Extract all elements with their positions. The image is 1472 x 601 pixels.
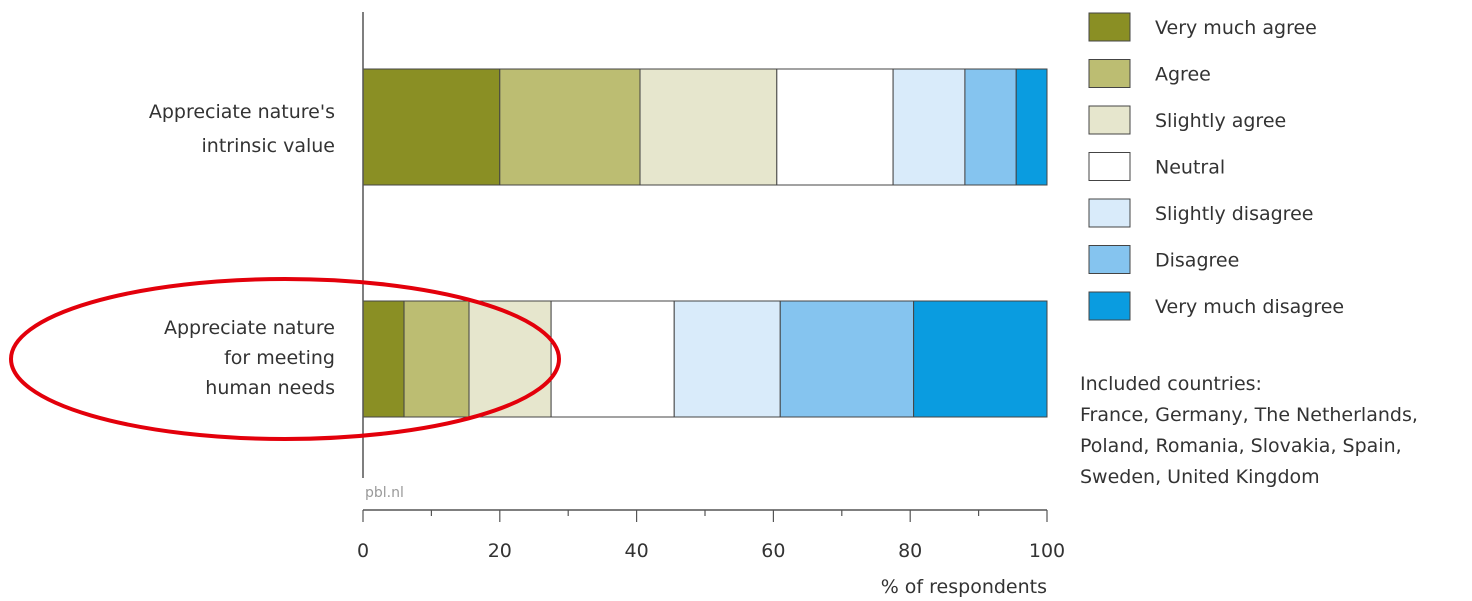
bar-slightly-disagree-2 — [673, 300, 781, 418]
x-axis-title: % of respondents — [881, 576, 1047, 598]
legend-swatch-neutral — [1088, 152, 1131, 181]
legend-label-agree: Agree — [1155, 64, 1211, 86]
legend-swatch-very-much-disagree — [1088, 291, 1131, 321]
legend-swatch-slightly-disagree — [1088, 198, 1131, 228]
x-tick-label-0: 0 — [357, 540, 369, 562]
bar-agree-2 — [403, 300, 470, 418]
legend: Very much agree Agree Slightly agree Neutra… — [1088, 12, 1344, 321]
x-tick-label-80: 80 — [898, 540, 922, 562]
x-axis: 0 20 40 60 80 100 % of respondents pbl.nl — [357, 12, 1065, 598]
legend-swatch-very-much-agree — [1088, 12, 1131, 42]
x-tick-label-20: 20 — [488, 540, 512, 562]
legend-swatch-agree — [1088, 59, 1131, 88]
legend-label-very-much-disagree: Very much disagree — [1155, 296, 1344, 318]
x-tick-label-100: 100 — [1029, 540, 1065, 562]
source-credit: pbl.nl — [365, 485, 404, 501]
bar-slightly-agree-1 — [639, 68, 778, 186]
legend-label-neutral: Neutral — [1155, 157, 1225, 179]
note-line-1: Included countries: — [1080, 373, 1262, 395]
highlight-annotation — [9, 277, 561, 441]
bar-agree-1 — [499, 68, 641, 186]
x-tick-label-60: 60 — [761, 540, 785, 562]
legend-swatch-disagree — [1088, 245, 1131, 274]
category-label-1-line-2: intrinsic value — [202, 135, 335, 157]
bar-neutral-2 — [550, 300, 675, 418]
bar-very-much-disagree-1 — [1015, 68, 1048, 186]
bar-disagree-1 — [964, 68, 1017, 186]
bar-neutral-1 — [776, 68, 894, 186]
x-tick-label-40: 40 — [625, 540, 649, 562]
category-label-2-line-3: human needs — [205, 377, 335, 399]
countries-note: Included countries: France, Germany, The … — [1080, 373, 1418, 488]
category-label-2-line-1: Appreciate nature — [164, 317, 335, 339]
category-labels: Appreciate nature's intrinsic value Apprec… — [149, 101, 335, 399]
red-highlight-ellipse — [9, 277, 561, 441]
category-label-2-line-2: for meeting — [224, 347, 335, 369]
legend-label-disagree: Disagree — [1155, 250, 1239, 272]
bar-very-much-disagree-2 — [913, 300, 1048, 418]
legend-label-slightly-agree: Slightly agree — [1155, 110, 1286, 132]
category-label-1-line-1: Appreciate nature's — [149, 101, 335, 123]
bars-layer — [362, 68, 1048, 418]
legend-swatch-slightly-agree — [1088, 105, 1131, 135]
legend-label-very-much-agree: Very much agree — [1155, 17, 1317, 39]
bar-very-much-agree-1 — [362, 68, 501, 186]
note-line-2: France, Germany, The Netherlands, — [1080, 404, 1418, 426]
bar-slightly-agree-2 — [468, 300, 552, 418]
note-line-3: Poland, Romania, Slovakia, Spain, — [1080, 435, 1402, 457]
note-line-4: Sweden, United Kingdom — [1080, 466, 1320, 488]
legend-label-slightly-disagree: Slightly disagree — [1155, 203, 1313, 225]
bar-disagree-2 — [779, 300, 915, 418]
bar-slightly-disagree-1 — [892, 68, 966, 186]
bar-very-much-agree-2 — [362, 300, 405, 418]
